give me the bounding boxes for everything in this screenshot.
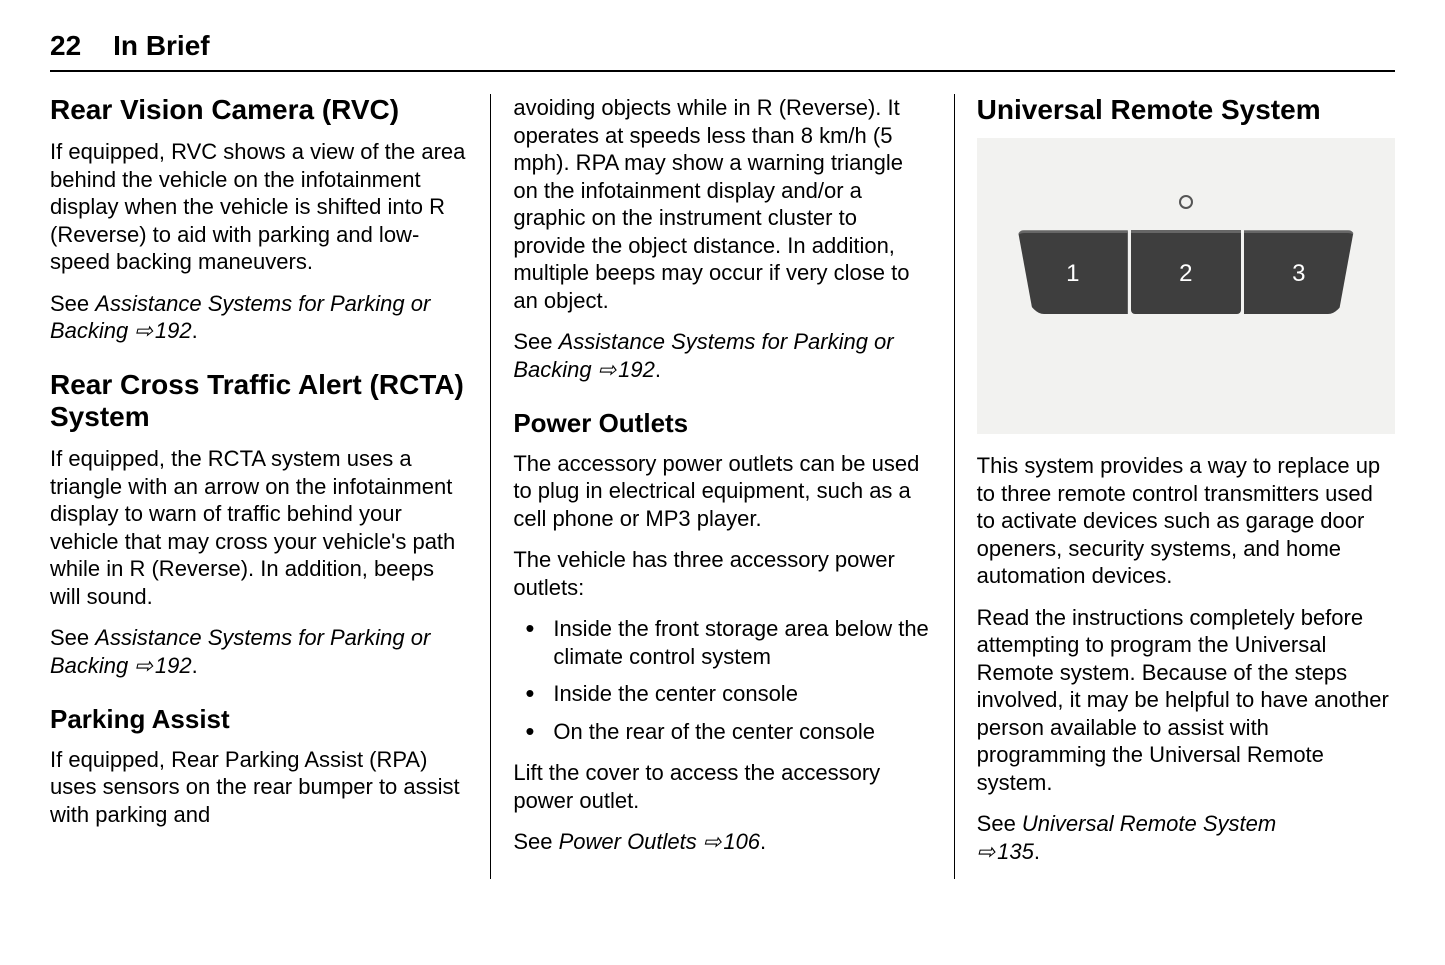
remote-button-3: 3 xyxy=(1244,230,1354,314)
body-urs-1: This system provides a way to replace up… xyxy=(977,452,1395,590)
body-po-listintro: The vehicle has three accessory power ou… xyxy=(513,546,931,601)
ref-title: Assistance Systems for Parking or Backin… xyxy=(50,625,430,678)
ref-title: Universal Remote System xyxy=(1022,811,1276,836)
body-rcta: If equipped, the RCTA system uses a tria… xyxy=(50,445,468,610)
ref-dot: . xyxy=(192,653,198,678)
ref-dot: . xyxy=(1034,839,1040,864)
remote-button-2: 2 xyxy=(1131,230,1241,314)
heading-urs: Universal Remote System xyxy=(977,94,1395,126)
xref-arrow-icon: ⇨ xyxy=(977,838,995,866)
ref-rcta: See Assistance Systems for Parking or Ba… xyxy=(50,624,468,679)
column-1: Rear Vision Camera (RVC) If equipped, RV… xyxy=(50,94,490,879)
page-number: 22 xyxy=(50,30,81,62)
body-po-intro: The accessory power outlets can be used … xyxy=(513,450,931,533)
ref-rvc: See Assistance Systems for Parking or Ba… xyxy=(50,290,468,345)
xref-arrow-icon: ⇨ xyxy=(134,652,152,680)
ref-page: 135 xyxy=(997,839,1034,864)
list-item: Inside the front storage area below the … xyxy=(513,615,931,670)
body-po-tail: Lift the cover to access the accessory p… xyxy=(513,759,931,814)
heading-rcta: Rear Cross Traffic Alert (RCTA) System xyxy=(50,369,468,433)
heading-rvc: Rear Vision Camera (RVC) xyxy=(50,94,468,126)
xref-arrow-icon: ⇨ xyxy=(598,356,616,384)
columns: Rear Vision Camera (RVC) If equipped, RV… xyxy=(50,94,1395,879)
ref-pa: See Assistance Systems for Parking or Ba… xyxy=(513,328,931,383)
ref-prefix: See xyxy=(50,625,95,650)
ref-title: Power Outlets xyxy=(559,829,697,854)
figure-universal-remote: 1 2 3 xyxy=(977,138,1395,434)
led-indicator-icon xyxy=(1179,195,1193,209)
ref-title: Assistance Systems for Parking or Backin… xyxy=(513,329,893,382)
remote-button-label: 1 xyxy=(1066,259,1079,289)
list-item: Inside the center console xyxy=(513,680,931,708)
body-rvc: If equipped, RVC shows a view of the are… xyxy=(50,138,468,276)
list-power-outlets: Inside the front storage area below the … xyxy=(513,615,931,745)
ref-page: 192 xyxy=(155,653,192,678)
body-parking-assist: If equipped, Rear Parking Assist (RPA) u… xyxy=(50,746,468,829)
xref-arrow-icon: ⇨ xyxy=(134,317,152,345)
ref-dot: . xyxy=(192,318,198,343)
heading-parking-assist: Parking Assist xyxy=(50,703,468,736)
ref-page: 192 xyxy=(618,357,655,382)
body-pa-continued: avoiding objects while in R (Reverse). I… xyxy=(513,94,931,314)
remote-button-label: 3 xyxy=(1292,259,1305,289)
body-urs-2: Read the instructions completely before … xyxy=(977,604,1395,797)
xref-arrow-icon: ⇨ xyxy=(703,828,721,856)
remote-button-1: 1 xyxy=(1018,230,1128,314)
ref-prefix: See xyxy=(513,829,558,854)
ref-page: 192 xyxy=(155,318,192,343)
ref-prefix: See xyxy=(977,811,1022,836)
section-title: In Brief xyxy=(113,30,209,62)
ref-title: Assistance Systems for Parking or Backin… xyxy=(50,291,430,344)
list-item: On the rear of the center console xyxy=(513,718,931,746)
ref-prefix: See xyxy=(513,329,558,354)
ref-prefix: See xyxy=(50,291,95,316)
remote-button-label: 2 xyxy=(1179,259,1192,289)
remote-button-row: 1 2 3 xyxy=(1018,230,1354,314)
column-2: avoiding objects while in R (Reverse). I… xyxy=(490,94,953,879)
ref-dot: . xyxy=(760,829,766,854)
column-3: Universal Remote System 1 2 3 This syste… xyxy=(954,94,1395,879)
ref-page: 106 xyxy=(723,829,760,854)
ref-urs: See Universal Remote System ⇨135. xyxy=(977,810,1395,865)
heading-power-outlets: Power Outlets xyxy=(513,407,931,440)
page-header: 22 In Brief xyxy=(50,30,1395,72)
page: 22 In Brief Rear Vision Camera (RVC) If … xyxy=(0,0,1445,965)
ref-po: See Power Outlets ⇨106. xyxy=(513,828,931,856)
ref-dot: . xyxy=(655,357,661,382)
